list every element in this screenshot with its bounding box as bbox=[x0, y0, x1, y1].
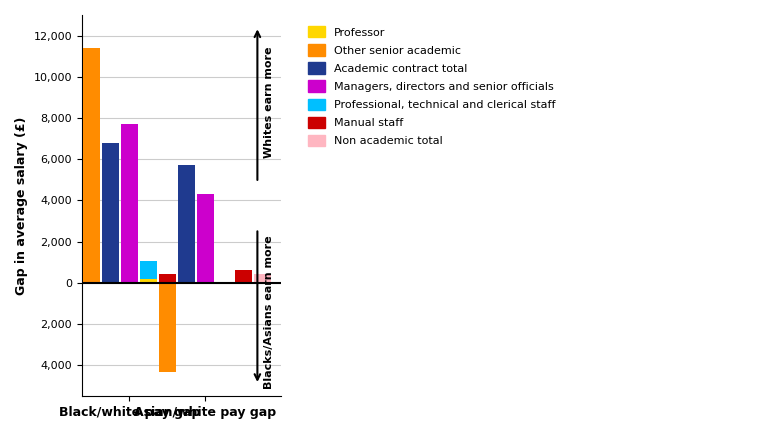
Bar bbox=[83, 48, 100, 283]
Bar bbox=[140, 261, 157, 283]
Bar bbox=[121, 124, 138, 283]
Bar bbox=[101, 143, 119, 283]
Bar bbox=[158, 274, 176, 283]
Bar bbox=[178, 229, 195, 283]
Y-axis label: Gap in average salary (£): Gap in average salary (£) bbox=[15, 116, 28, 295]
Bar bbox=[158, 283, 176, 372]
Text: Blacks/Asians earn more: Blacks/Asians earn more bbox=[264, 236, 275, 389]
Bar bbox=[235, 270, 252, 283]
Bar bbox=[178, 165, 195, 283]
Text: Whites earn more: Whites earn more bbox=[264, 47, 275, 158]
Bar bbox=[254, 274, 271, 283]
Bar bbox=[140, 279, 157, 283]
Legend: Professor, Other senior academic, Academic contract total, Managers, directors a: Professor, Other senior academic, Academ… bbox=[303, 20, 561, 152]
Bar bbox=[64, 178, 81, 283]
Bar bbox=[197, 194, 214, 283]
